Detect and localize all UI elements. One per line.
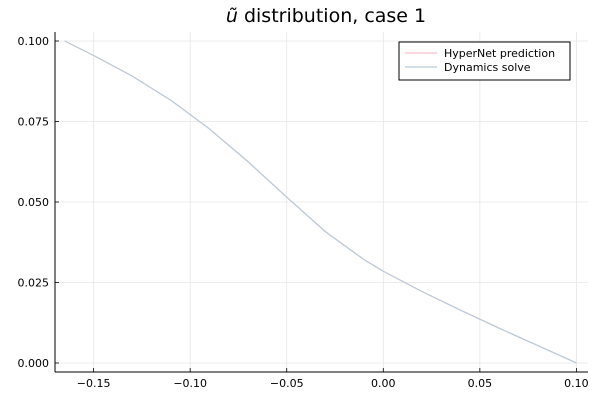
x-tick-label: 0.00	[371, 377, 396, 390]
legend-label: Dynamics solve	[444, 61, 531, 74]
y-tick-label: 0.050	[18, 196, 50, 209]
legend-label: HyperNet prediction	[444, 47, 555, 60]
chart-title-text: distribution, case 1	[238, 5, 426, 27]
chart-title-symbol: ũ	[226, 5, 238, 27]
series-line-dynamics-solve	[64, 40, 577, 364]
y-tick-label: 0.075	[18, 116, 50, 129]
grid	[55, 32, 588, 372]
legend-box	[398, 41, 571, 81]
y-tick-label: 0.100	[18, 35, 50, 48]
axes	[54, 32, 588, 373]
x-tick-label: −0.15	[77, 377, 111, 390]
y-tick-label: 0.025	[18, 276, 50, 289]
x-tick-label: 0.10	[564, 377, 589, 390]
x-tick-label: −0.05	[270, 377, 304, 390]
series-lines	[64, 40, 577, 364]
chart-title: ũ distribution, case 1	[226, 5, 426, 27]
y-tick-label: 0.000	[18, 357, 50, 370]
tick-labels: −0.15 −0.10 −0.05 0.00 0.05 0.10 0.000 0.025 0.0…	[18, 35, 589, 390]
x-tick-label: −0.10	[173, 377, 207, 390]
x-tick-label: 0.05	[468, 377, 493, 390]
